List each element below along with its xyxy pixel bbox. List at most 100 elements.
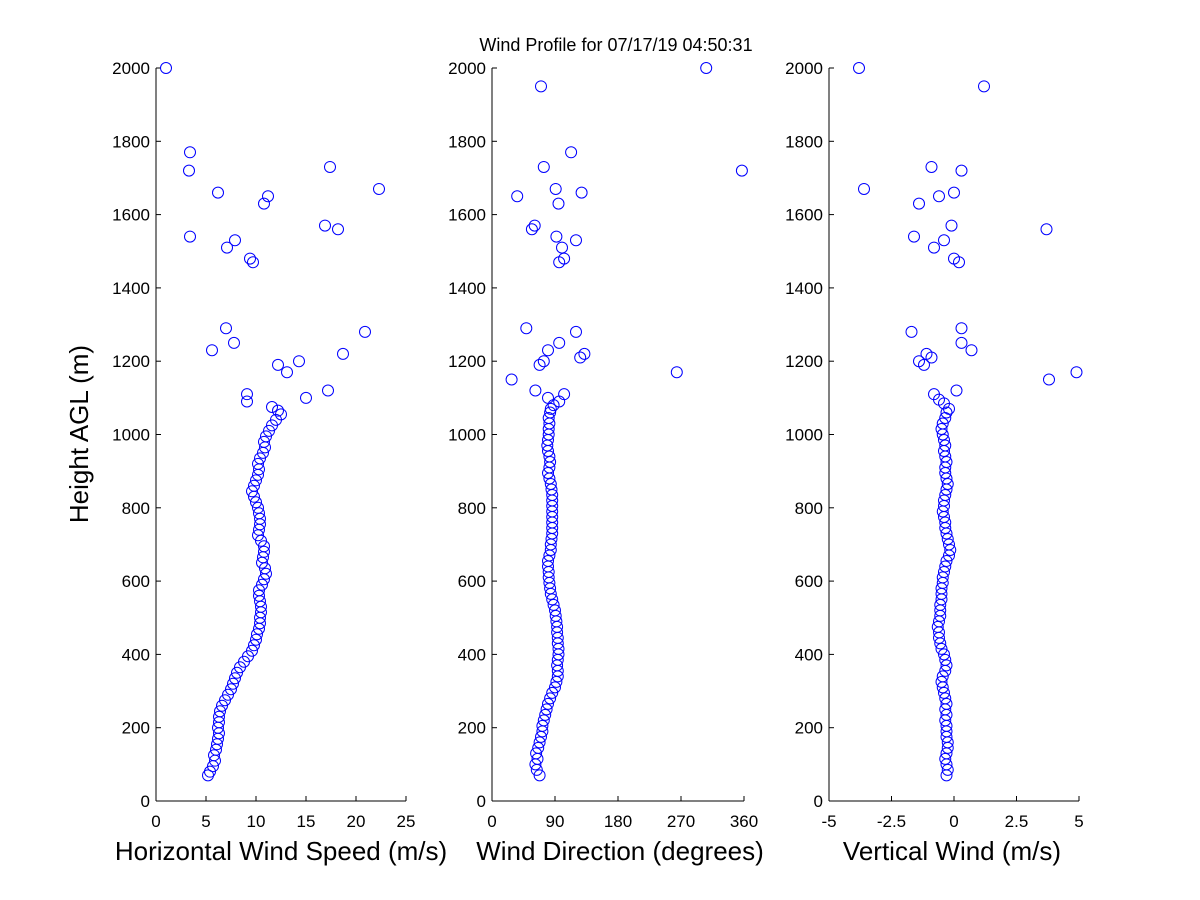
vertical-x-label: Vertical Wind (m/s) [843,836,1061,866]
direction-data-point [570,234,582,247]
speed-ytick-label: 0 [141,792,150,811]
direction-data-point [528,219,541,232]
speed-x-ticks: 0 5 10 15 20 25 [151,796,415,831]
direction-data-point [542,344,554,357]
direction-data-point [542,412,555,425]
direction-data-point [532,741,545,754]
vertical-data-point [938,565,950,578]
figure-title: Wind Profile for 07/17/19 04:50:31 [479,35,752,55]
speed-data-point [337,347,349,360]
speed-data-point [253,584,265,597]
direction-data-point [539,708,552,721]
direction-data-point [530,747,543,760]
direction-data-point [549,604,561,617]
vertical-ytick-label: 1800 [785,132,823,151]
vertical-data-point [908,230,920,243]
speed-data-point [253,507,265,520]
speed-data-point [272,358,284,371]
vertical-data-point [950,384,963,397]
direction-data-point [565,146,578,159]
speed-data-point [275,408,287,421]
speed-data-point [319,219,331,232]
direction-x-label: Wind Direction (degrees) [476,836,764,866]
direction-data-point [546,686,559,699]
speed-data-point [359,325,371,338]
vertical-data-point [941,763,954,776]
speed-data-point [183,164,195,177]
speed-data-point [281,366,293,379]
direction-data-point [537,714,550,727]
speed-data-point [229,234,241,247]
vertical-xtick-label: -5 [821,812,836,831]
speed-data-point [251,628,263,641]
vertical-data-point [939,752,952,765]
speed-data-point [266,401,278,414]
speed-data-point [204,765,216,778]
vertical-data-point [931,620,944,633]
vertical-points [853,62,1083,782]
speed-data-point [300,391,312,404]
direction-y-ticks: 0 200 400 600 800 1000 1200 1400 1600 1800 2000 [448,59,497,811]
speed-data-point [228,336,240,349]
vertical-data-point [905,325,918,338]
speed-data-point [213,710,225,723]
direction-ytick-label: 1600 [448,206,486,225]
vertical-data-point [939,516,952,529]
vertical-ytick-label: 0 [814,792,823,811]
direction-data-point [549,681,561,694]
speed-data-point [260,567,272,580]
vertical-data-point [938,648,950,661]
speed-data-point [231,666,243,679]
speed-data-point [322,384,334,397]
vertical-ytick-label: 600 [795,572,823,591]
speed-ytick-label: 2000 [112,59,150,78]
vertical-data-point [940,406,953,419]
direction-ytick-label: 2000 [448,59,486,78]
vertical-data-point [941,532,954,545]
speed-xtick-label: 15 [297,812,316,831]
direction-xtick-label: 360 [730,812,758,831]
vertical-ytick-label: 1600 [785,206,823,225]
vertical-data-point [928,388,940,401]
direction-xtick-label: 90 [546,812,565,831]
speed-data-point [256,578,268,591]
direction-data-point [700,62,713,74]
speed-data-point [247,256,259,269]
speed-data-point [250,633,262,646]
vertical-data-point [938,234,950,247]
direction-data-point [578,347,591,360]
vertical-data-point [853,62,865,74]
speed-data-point [324,160,336,173]
direction-xtick-label: 270 [667,812,695,831]
direction-data-point [544,692,557,705]
speed-ytick-label: 1400 [112,279,150,298]
speed-data-point [252,501,264,514]
vertical-ytick-label: 1200 [785,352,823,371]
vertical-data-point [955,164,968,177]
direction-ytick-label: 200 [458,719,486,738]
speed-data-point [184,146,196,159]
speed-ytick-label: 200 [122,719,150,738]
speed-data-point [260,430,272,443]
speed-data-point [250,496,262,509]
y-axis-label: Height AGL (m) [64,345,94,523]
speed-data-point [293,355,305,368]
vertical-ytick-label: 2000 [785,59,823,78]
vertical-ytick-label: 200 [795,719,823,738]
direction-data-point [544,402,557,415]
direction-data-point [542,697,554,710]
vertical-x-ticks: -5 -2.5 0 2.5 5 [821,796,1084,831]
speed-data-point [160,62,172,74]
direction-data-point [505,373,518,386]
direction-points [505,62,748,782]
direction-data-point [542,391,554,404]
vertical-data-point [978,80,990,93]
vertical-data-point [940,554,953,567]
vertical-ytick-label: 1400 [785,279,823,298]
speed-data-point [246,644,258,657]
direction-data-point [536,719,549,732]
speed-data-point [219,694,231,707]
vertical-ytick-label: 1000 [785,426,823,445]
vertical-data-point [920,347,933,360]
speed-data-point [258,545,270,558]
